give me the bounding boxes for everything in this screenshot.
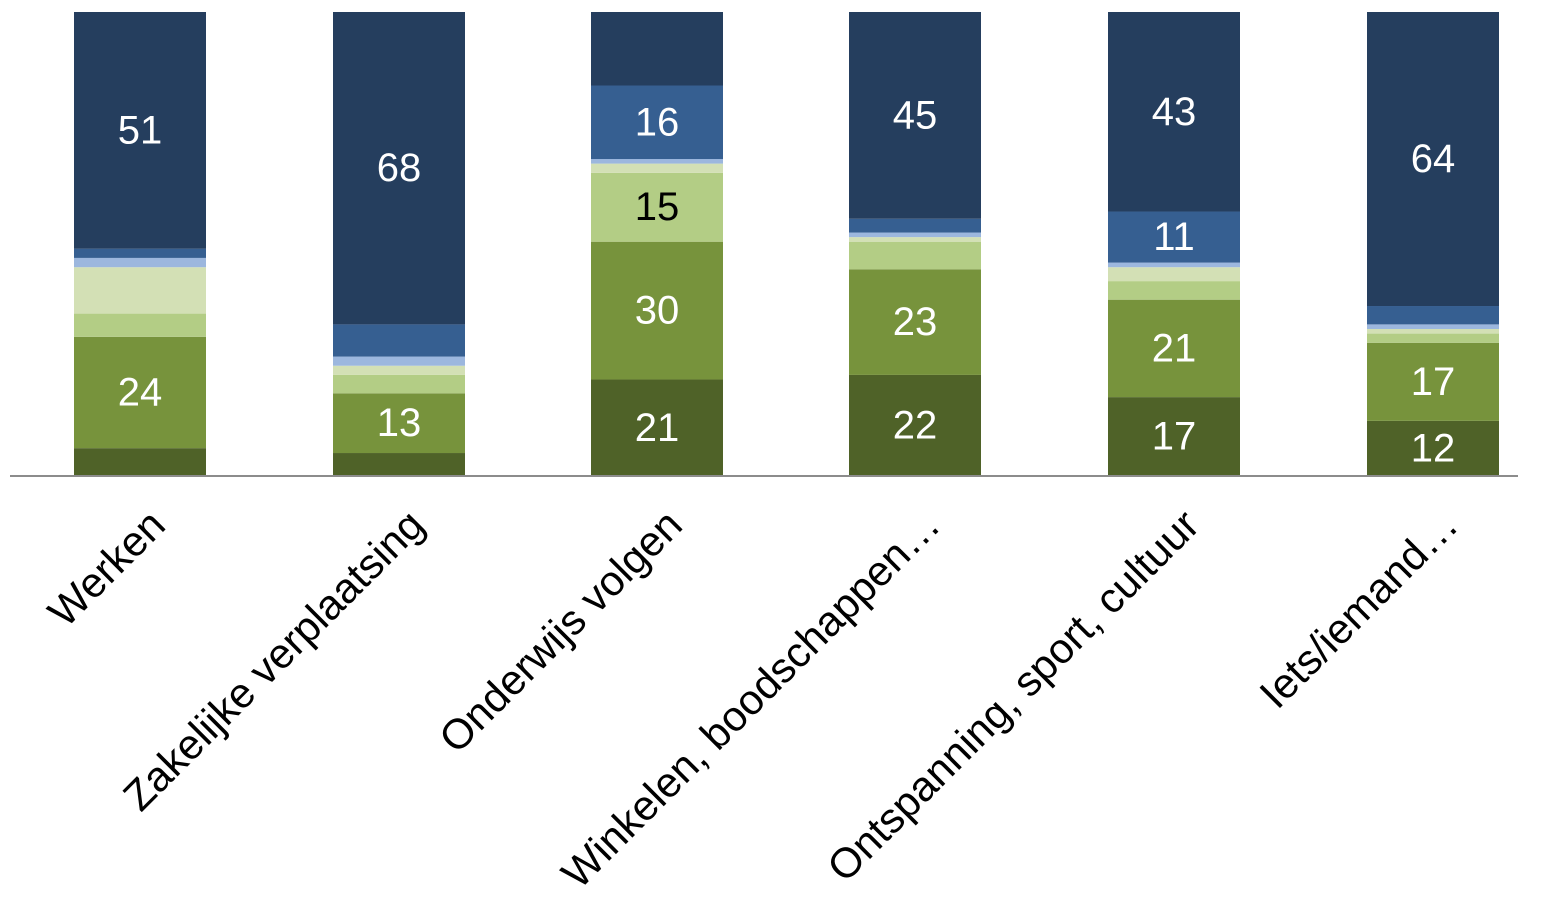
bar-segment-3-4 (849, 232, 981, 238)
bar-segment-3-0 (849, 374, 981, 476)
bar-segment-2-2 (591, 172, 723, 242)
bar-segment-2-0 (591, 379, 723, 476)
bar-segment-0-0 (74, 448, 206, 476)
bar-segment-5-6 (1367, 12, 1499, 307)
bar-segment-0-6 (74, 12, 206, 249)
bar-segment-1-1 (333, 393, 465, 454)
data-label-3-6: 45 (893, 93, 938, 137)
bar-segment-3-1 (849, 269, 981, 375)
bar-segment-1-2 (333, 374, 465, 394)
bar-segment-5-2 (1367, 333, 1499, 343)
bar-segment-1-4 (333, 356, 465, 366)
data-label-3-1: 23 (893, 300, 938, 344)
data-label-2-0: 21 (635, 406, 680, 450)
data-label-0-6: 51 (118, 108, 163, 152)
data-labels: 24 51 13 68 21 30 15 16 22 23 45 17 21 11 43 12 17 64 (118, 90, 1456, 471)
bar-segment-1-6 (333, 12, 465, 325)
bar-segment-2-3 (591, 163, 723, 173)
bar-segment-3-6 (849, 12, 981, 219)
bar-segment-5-4 (1367, 324, 1499, 329)
category-label-5: Iets/iemand… (1250, 501, 1466, 717)
data-label-1-1: 13 (377, 401, 422, 445)
data-label-4-0: 17 (1152, 415, 1197, 459)
data-label-4-6: 43 (1152, 90, 1197, 134)
bar-stacks (74, 12, 1499, 476)
data-label-4-1: 21 (1152, 326, 1197, 370)
bar-segment-2-4 (591, 159, 723, 164)
data-label-5-1: 17 (1411, 360, 1456, 404)
data-label-2-2: 15 (635, 185, 680, 229)
data-label-0-1: 24 (118, 370, 163, 414)
data-label-1-6: 68 (377, 146, 422, 190)
bar-segment-0-1 (74, 336, 206, 449)
bar-segment-0-4 (74, 257, 206, 268)
data-label-2-1: 30 (635, 289, 680, 333)
bar-segment-0-3 (74, 267, 206, 314)
bar-segment-0-2 (74, 313, 206, 337)
data-label-3-0: 22 (893, 403, 938, 447)
bar-segment-3-3 (849, 237, 981, 242)
bar-segment-2-1 (591, 241, 723, 380)
bar-segment-4-0 (1108, 397, 1240, 476)
bar-segment-5-0 (1367, 420, 1499, 476)
bar-segment-4-4 (1108, 262, 1240, 268)
data-label-2-5: 16 (635, 100, 680, 144)
data-label-4-5: 11 (1153, 215, 1195, 259)
bar-segment-5-3 (1367, 328, 1499, 334)
bar-segment-5-5 (1367, 306, 1499, 325)
data-label-5-6: 64 (1411, 137, 1456, 181)
data-label-5-0: 12 (1411, 426, 1456, 470)
bar-segment-4-1 (1108, 299, 1240, 398)
bar-segment-4-6 (1108, 12, 1240, 212)
bar-segment-2-6 (591, 12, 723, 86)
bar-segment-5-1 (1367, 342, 1499, 421)
bar-segment-3-2 (849, 241, 981, 270)
bar-segment-3-5 (849, 218, 981, 233)
bar-segment-4-2 (1108, 281, 1240, 300)
bar-segment-0-5 (74, 248, 206, 258)
category-label-1: Zakelijke verplaatsing (114, 501, 433, 820)
bar-segment-4-5 (1108, 211, 1240, 263)
category-label-0: Werken (39, 501, 174, 636)
bar-segment-2-5 (591, 85, 723, 160)
category-label-2: Onderwijs volgen (430, 501, 691, 762)
bar-segment-1-0 (333, 453, 465, 476)
bar-segment-4-3 (1108, 267, 1240, 282)
bar-segment-1-5 (333, 324, 465, 357)
bar-segment-1-3 (333, 365, 465, 375)
